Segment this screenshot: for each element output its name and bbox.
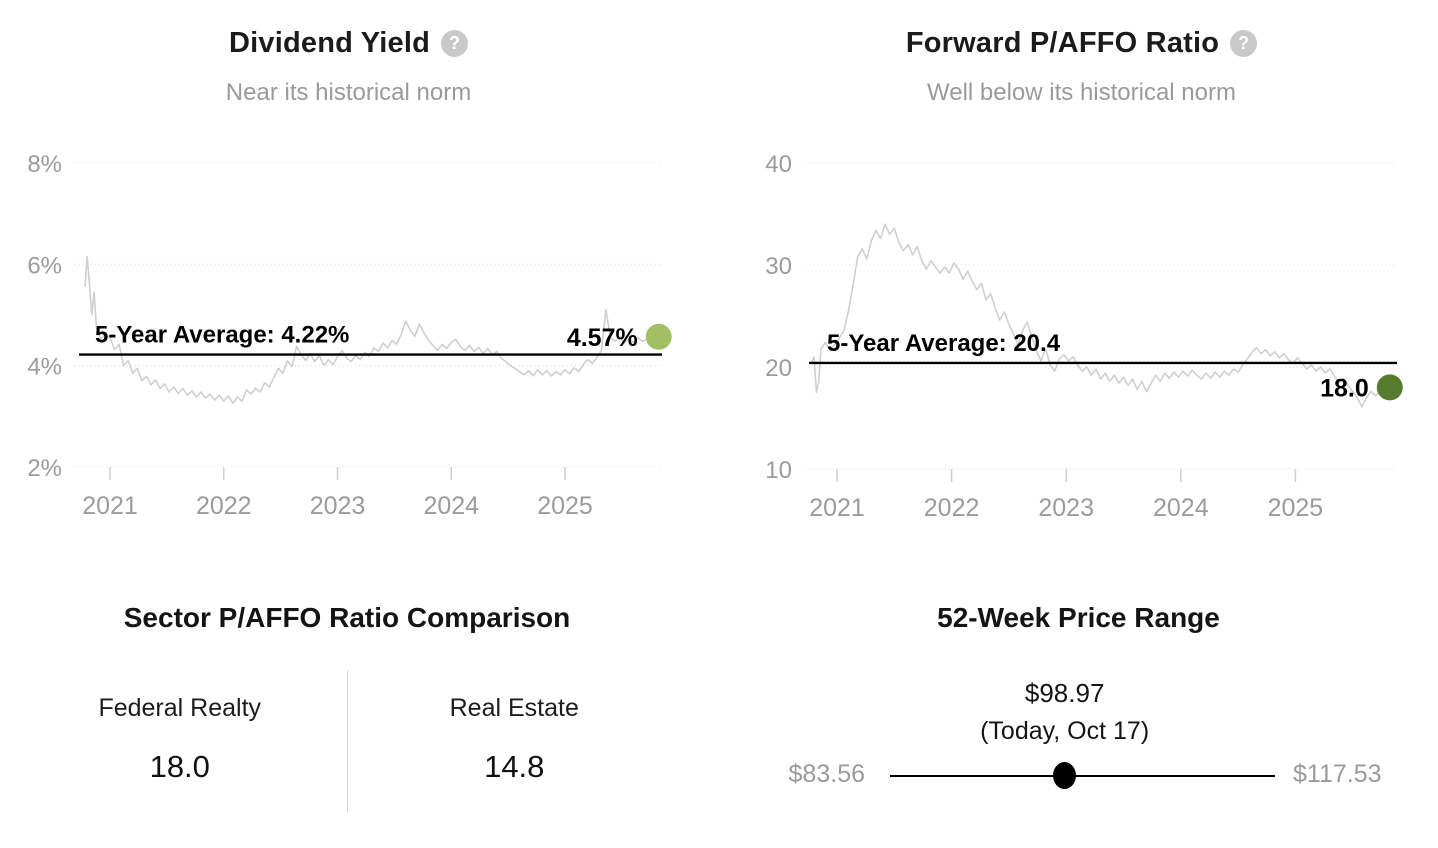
forward-paffo-chart: 40 30 20 10 2021 2022 2023 2024 2025 5-Year Avera…: [765, 151, 1403, 522]
y-axis-tick-label: 6%: [27, 252, 62, 279]
x-axis-tick-label: 2022: [196, 492, 252, 520]
question-mark-glyph: ?: [449, 33, 460, 53]
price-range-panel: 52-Week Price Range $98.97 (Today, Oct 1…: [719, 560, 1438, 848]
current-value-label: 4.57%: [567, 324, 638, 352]
section-title: 52-Week Price Range: [937, 602, 1220, 633]
page-title: Forward P/AFFO Ratio: [905, 26, 1220, 59]
y-axis-tick-label: 30: [765, 253, 792, 280]
history-line: [811, 223, 1386, 408]
x-axis-tick-label: 2024: [1153, 494, 1209, 522]
comparison-value: 14.8: [484, 749, 545, 784]
x-axis-tick-label: 2025: [1268, 494, 1324, 522]
y-axis-tick-label: 8%: [27, 151, 62, 178]
range-high-label: $117.53: [1293, 760, 1382, 788]
x-axis-tick-label: 2021: [809, 494, 865, 522]
current-value-label: 18.0: [1320, 374, 1369, 402]
question-mark-glyph: ?: [1238, 33, 1250, 53]
average-label: 5-Year Average: 20.4: [827, 330, 1061, 357]
section-title: Sector P/AFFO Ratio Comparison: [123, 602, 571, 633]
comparison-item: Federal Realty 18.0: [13, 670, 347, 812]
y-axis-tick-label: 20: [765, 355, 792, 382]
x-axis-tick-label: 2025: [537, 492, 593, 520]
comparison-value: 18.0: [149, 749, 210, 784]
x-axis-tick-label: 2021: [82, 492, 138, 520]
help-icon[interactable]: ?: [441, 29, 468, 57]
price-range-track: [890, 775, 1275, 777]
current-value-dot: [1376, 374, 1403, 401]
average-label: 5-Year Average: 4.22%: [95, 322, 349, 349]
current-price: $98.97: [1024, 678, 1105, 708]
chart-subtitle: Near its historical norm: [225, 79, 472, 106]
page-title: Dividend Yield: [228, 26, 430, 59]
comparison-row: Federal Realty 18.0 Real Estate 14.8: [13, 670, 681, 812]
chart-subtitle: Well below its historical norm: [927, 79, 1236, 106]
y-axis-tick-label: 4%: [27, 354, 62, 381]
chart-header: Dividend Yield ?: [0, 0, 708, 66]
x-axis-tick-label: 2023: [1038, 494, 1094, 522]
x-axis-tick-label: 2024: [423, 492, 479, 520]
current-price-marker: [1053, 762, 1077, 789]
current-price-block: $98.97 (Today, Oct 17): [915, 678, 1215, 746]
y-axis-tick-label: 40: [765, 151, 792, 178]
current-value-dot: [645, 323, 672, 350]
sector-comparison-panel: Sector P/AFFO Ratio Comparison Federal R…: [0, 560, 719, 848]
history-line: [84, 255, 654, 405]
forward-paffo-panel: Forward P/AFFO Ratio ? Well below its hi…: [719, 0, 1438, 560]
x-axis-tick-label: 2022: [924, 494, 980, 522]
dividend-yield-chart: 8% 6% 4% 2% 2021 2022 2023 2024 2025 5-Year Avera…: [27, 151, 672, 520]
x-axis-tick-label: 2023: [310, 492, 366, 520]
y-axis-tick-label: 2%: [27, 455, 62, 482]
comparison-item: Real Estate 14.8: [346, 670, 682, 812]
range-low-label: $83.56: [788, 760, 865, 788]
y-axis-tick-label: 10: [765, 457, 792, 484]
comparison-label: Federal Realty: [98, 694, 262, 722]
dividend-yield-panel: Dividend Yield ? Near its historical nor…: [0, 0, 719, 560]
comparison-label: Real Estate: [449, 694, 579, 722]
current-price-date: (Today, Oct 17): [980, 717, 1150, 745]
chart-header: Forward P/AFFO Ratio ?: [722, 0, 1438, 66]
help-icon[interactable]: ?: [1230, 29, 1258, 57]
